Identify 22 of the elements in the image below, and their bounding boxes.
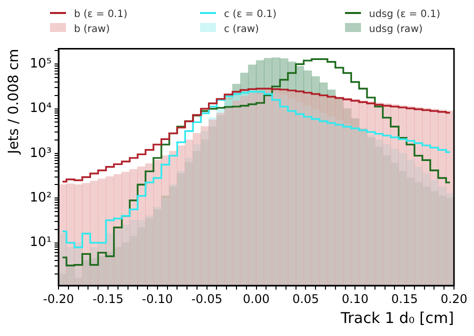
y-tick-label: 10¹ (30, 235, 52, 250)
legend-label: c (ε = 0.1) (224, 9, 277, 20)
legend-label: b (ε = 0.1) (74, 9, 128, 20)
y-tick-label: 10² (30, 190, 52, 206)
x-tick-label: 0.15 (391, 292, 418, 306)
y-axis-title: Jets / 0.008 cm (6, 48, 22, 155)
x-tick-label: 0.05 (292, 292, 320, 306)
legend-label: b (raw) (74, 24, 110, 35)
y-tick-label: 10⁵ (30, 56, 52, 72)
x-tick-label: 0.00 (242, 292, 270, 306)
y-tick-label: 10³ (30, 146, 52, 161)
x-tick-label: -0.05 (191, 292, 222, 306)
x-axis-title: Track 1 d₀ [cm] (340, 308, 454, 327)
x-tick-label: 0.20 (440, 292, 468, 306)
legend-label: udsg (raw) (369, 24, 423, 35)
legend-label: c (raw) (224, 24, 259, 35)
x-tick-label: -0.20 (43, 292, 74, 306)
x-tick-label: -0.10 (142, 292, 173, 306)
x-tick-label: -0.15 (92, 292, 124, 306)
y-tick-label: 10⁴ (30, 101, 52, 116)
x-tick-label: 0.10 (342, 292, 368, 306)
legend-label: udsg (ε = 0.1) (369, 9, 440, 20)
